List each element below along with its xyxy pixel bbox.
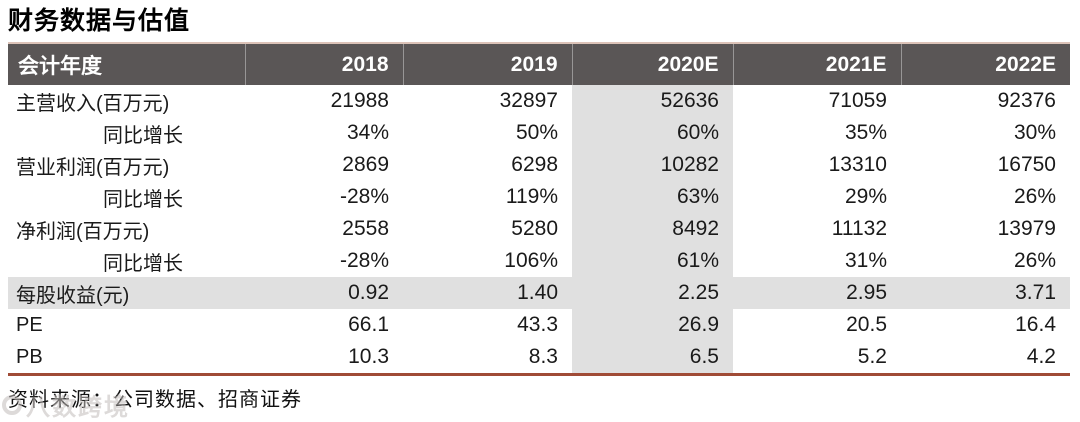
row-label: PE (16, 313, 43, 336)
cell-value: 5280 (511, 217, 558, 240)
cell-value: 30% (1013, 121, 1056, 144)
row-label: 同比增长 (103, 124, 183, 147)
cell-value: 63% (572, 181, 733, 213)
cell-value: 71059 (828, 89, 887, 112)
cell-value: 1.40 (403, 277, 572, 309)
financial-table: 会计年度 2018 2019 2020E 2021E 2022E 主营收入(百万元) 219… (8, 42, 1070, 376)
cell-value: 26.9 (572, 309, 733, 341)
row-label: 每股收益(元) (8, 277, 245, 309)
cell-value: 52636 (572, 85, 733, 117)
header-cell-year: 2021E (732, 43, 901, 85)
row-label: PB (16, 345, 43, 368)
cell-value: 0.92 (245, 277, 403, 309)
cell-value: 31% (844, 249, 887, 272)
cell-value: 34% (346, 121, 389, 144)
table-row: 每股收益(元) 0.92 1.40 2.25 2.95 3.71 (8, 277, 1070, 309)
cell-value: 8.3 (528, 345, 558, 368)
page-title: 财务数据与估值 (8, 7, 191, 35)
table-row: 主营收入(百万元) 21988 32897 52636 71059 92376 (8, 85, 1070, 117)
cell-value: 3.71 (901, 277, 1070, 309)
cell-value: 8492 (572, 213, 733, 245)
cell-value: 16.4 (1015, 313, 1056, 336)
table-header-row: 会计年度 2018 2019 2020E 2021E 2022E (8, 43, 1070, 85)
cell-value: 13310 (828, 153, 887, 176)
cell-value: 16750 (997, 153, 1056, 176)
cell-value: 50% (515, 121, 558, 144)
header-cell-label: 会计年度 (8, 43, 245, 85)
table-row: 净利润(百万元) 2558 5280 8492 11132 13979 (8, 213, 1070, 245)
cell-value: 10282 (572, 149, 733, 181)
cell-value: 20.5 (846, 313, 887, 336)
source-note: 资料来源：公司数据、招商证券 (8, 389, 302, 411)
table-body: 主营收入(百万元) 21988 32897 52636 71059 92376 同比增长 34… (8, 85, 1070, 375)
cell-value: 26% (1013, 185, 1056, 208)
cell-value: 66.1 (348, 313, 389, 336)
cell-value: 5.2 (857, 345, 887, 368)
cell-value: 21988 (330, 89, 389, 112)
header-cell-year: 2022E (900, 43, 1070, 85)
cell-value: 2558 (342, 217, 389, 240)
header-cell-year: 2020E (571, 43, 733, 85)
row-label: 主营收入(百万元) (16, 92, 170, 115)
row-label: 净利润(百万元) (16, 220, 150, 243)
row-label: 同比增长 (103, 188, 183, 211)
cell-value: 119% (505, 185, 558, 208)
header-cell-year: 2019 (402, 43, 572, 85)
header-cell-year: 2018 (244, 43, 403, 85)
cell-value: 35% (844, 121, 887, 144)
cell-value: 2869 (342, 153, 389, 176)
table-row: 同比增长 34% 50% 60% 35% 30% (8, 117, 1070, 149)
cell-value: 10.3 (348, 345, 389, 368)
cell-value: -28% (339, 185, 389, 208)
cell-value: 6.5 (572, 341, 733, 375)
cell-value: 60% (572, 117, 733, 149)
table-row: 同比增长 -28% 106% 61% 31% 26% (8, 245, 1070, 277)
cell-value: 2.25 (572, 277, 733, 309)
cell-value: 2.95 (733, 277, 901, 309)
table-row: PB 10.3 8.3 6.5 5.2 4.2 (8, 341, 1070, 375)
cell-value: 11132 (831, 217, 887, 240)
cell-value: 26% (1013, 249, 1056, 272)
table-row: 同比增长 -28% 119% 63% 29% 26% (8, 181, 1070, 213)
table-row: PE 66.1 43.3 26.9 20.5 16.4 (8, 309, 1070, 341)
cell-value: 13979 (997, 217, 1056, 240)
row-label: 同比增长 (103, 252, 183, 275)
row-label: 营业利润(百万元) (16, 156, 170, 179)
cell-value: 32897 (499, 89, 558, 112)
cell-value: -28% (339, 249, 389, 272)
cell-value: 4.2 (1026, 345, 1056, 368)
table-row: 营业利润(百万元) 2869 6298 10282 13310 16750 (8, 149, 1070, 181)
cell-value: 6298 (511, 153, 558, 176)
cell-value: 29% (844, 185, 887, 208)
cell-value: 43.3 (517, 313, 558, 336)
cell-value: 106% (504, 249, 558, 272)
cell-value: 92376 (997, 89, 1056, 112)
cell-value: 61% (572, 245, 733, 277)
